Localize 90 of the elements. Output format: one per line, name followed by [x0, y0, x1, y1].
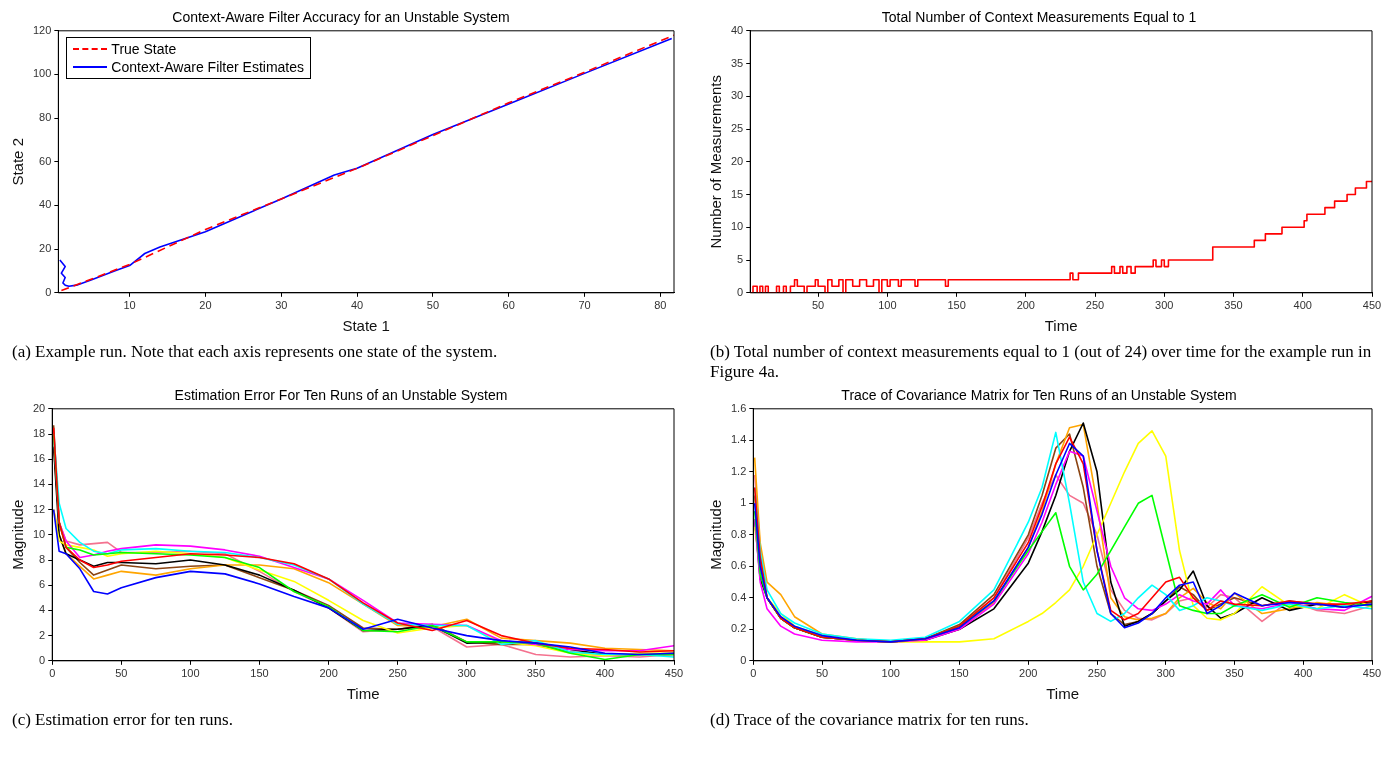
x-tick-label: 70 — [578, 299, 591, 312]
y-tick-label: 4 — [39, 603, 46, 616]
x-tick-label: 450 — [664, 667, 684, 680]
y-tick-label: 20 — [32, 401, 46, 414]
y-tick-label: 1 — [740, 496, 747, 509]
x-tick-label: 450 — [1362, 299, 1382, 312]
y-tick-label: 10 — [730, 220, 744, 233]
y-tick-label: 16 — [32, 452, 46, 465]
text: (d) Trace of the covariance matrix for ten runs. — [709, 710, 1030, 730]
y-axis-title: Number of Measurements — [707, 75, 725, 249]
x-tick-label: 150 — [947, 299, 966, 312]
y-tick-label: 0.6 — [730, 559, 747, 572]
y-tick-label: 14 — [32, 477, 46, 490]
legend-label: True State — [111, 39, 177, 58]
x-tick-label: 350 — [1224, 299, 1243, 312]
x-tick-label: 300 — [1156, 667, 1175, 680]
y-tick-label: 0 — [39, 653, 46, 666]
x-tick-label: 80 — [654, 299, 667, 312]
y-tick-label: 30 — [730, 89, 744, 102]
y-tick-label: 1.2 — [730, 464, 747, 477]
y-tick-label: 40 — [730, 23, 744, 36]
x-tick-label: 350 — [526, 667, 546, 680]
y-axis-title: Magnitude — [707, 499, 725, 570]
x-tick-label: 50 — [426, 299, 440, 312]
text: (a) Example run. Note that each axis represents one state of the system. — [11, 342, 499, 362]
y-tick-label: 60 — [39, 154, 52, 167]
x-axis-title: Time — [1046, 685, 1080, 703]
legend-label: Context-Aware Filter Estimates — [111, 57, 305, 76]
chart-title: Context-Aware Filter Accuracy for an Unstable System — [172, 9, 510, 26]
y-tick-label: 25 — [730, 122, 744, 135]
y-tick-label: 8 — [39, 553, 46, 566]
y-tick-label: 35 — [730, 56, 744, 69]
x-tick-label: 450 — [1362, 667, 1382, 680]
y-tick-label: 2 — [39, 628, 46, 641]
y-tick-label: 1.4 — [730, 433, 747, 446]
y-tick-label: 15 — [730, 187, 744, 200]
x-axis-title: Time — [346, 685, 380, 703]
y-tick-label: 0 — [737, 285, 744, 298]
x-tick-label: 250 — [388, 667, 407, 680]
y-tick-label: 0.2 — [730, 622, 747, 635]
y-tick-label: 0 — [740, 653, 747, 666]
y-tick-label: 40 — [39, 198, 52, 211]
x-tick-label: 400 — [1293, 299, 1312, 312]
x-tick-label: 100 — [181, 667, 200, 680]
x-tick-label: 200 — [319, 667, 338, 680]
y-axis-title: State 2 — [9, 138, 27, 186]
x-tick-label: 20 — [199, 299, 212, 312]
y-tick-label: 120 — [32, 23, 52, 36]
y-axis-title: Magnitude — [9, 499, 27, 570]
x-tick-label: 200 — [1016, 299, 1035, 312]
x-tick-label: 300 — [1155, 299, 1174, 312]
y-tick-label: 5 — [737, 253, 744, 266]
x-tick-label: 0 — [750, 667, 757, 680]
y-tick-label: 1.6 — [730, 401, 747, 414]
x-tick-label: 50 — [815, 667, 829, 680]
x-tick-label: 250 — [1085, 299, 1105, 312]
x-tick-label: 250 — [1087, 667, 1107, 680]
chart-title: Estimation Error For Ten Runs of an Unstable System — [174, 387, 508, 404]
chart-title: Trace of Covariance Matrix for Ten Runs of an Unstable System — [841, 387, 1237, 404]
y-tick-label: 20 — [39, 242, 52, 255]
x-tick-label: 50 — [811, 299, 825, 312]
y-tick-label: 6 — [39, 578, 46, 591]
y-tick-label: 0.8 — [730, 527, 747, 540]
x-tick-label: 60 — [502, 299, 515, 312]
text: (c) Estimation error for ten runs. — [11, 710, 234, 730]
x-tick-label: 40 — [350, 299, 364, 312]
y-tick-label: 10 — [32, 527, 46, 540]
x-axis-title: Time — [1044, 317, 1078, 335]
x-tick-label: 30 — [275, 299, 288, 312]
x-tick-label: 10 — [123, 299, 136, 312]
x-tick-label: 300 — [457, 667, 476, 680]
y-tick-label: 18 — [32, 427, 46, 440]
y-tick-label: 0.4 — [730, 590, 747, 603]
y-tick-label: 20 — [730, 154, 744, 167]
x-tick-label: 150 — [250, 667, 269, 680]
y-tick-label: 80 — [39, 111, 52, 124]
y-tick-label: 100 — [32, 67, 52, 80]
x-tick-label: 100 — [878, 299, 897, 312]
x-tick-label: 400 — [595, 667, 615, 680]
x-tick-label: 50 — [115, 667, 128, 680]
y-tick-label: 0 — [45, 285, 52, 298]
x-tick-label: 100 — [881, 667, 900, 680]
x-tick-label: 350 — [1225, 667, 1244, 680]
x-tick-label: 400 — [1294, 667, 1313, 680]
text: (b) Total number of context measurements equal to 1 (out of 24) over time for the example run in Figure 4a. — [709, 342, 1373, 382]
x-axis-title: State 1 — [342, 317, 390, 335]
x-tick-label: 150 — [950, 667, 969, 680]
y-tick-label: 12 — [32, 502, 46, 515]
x-tick-label: 200 — [1019, 667, 1038, 680]
chart-title: Total Number of Context Measurements Equal to 1 — [881, 9, 1197, 26]
